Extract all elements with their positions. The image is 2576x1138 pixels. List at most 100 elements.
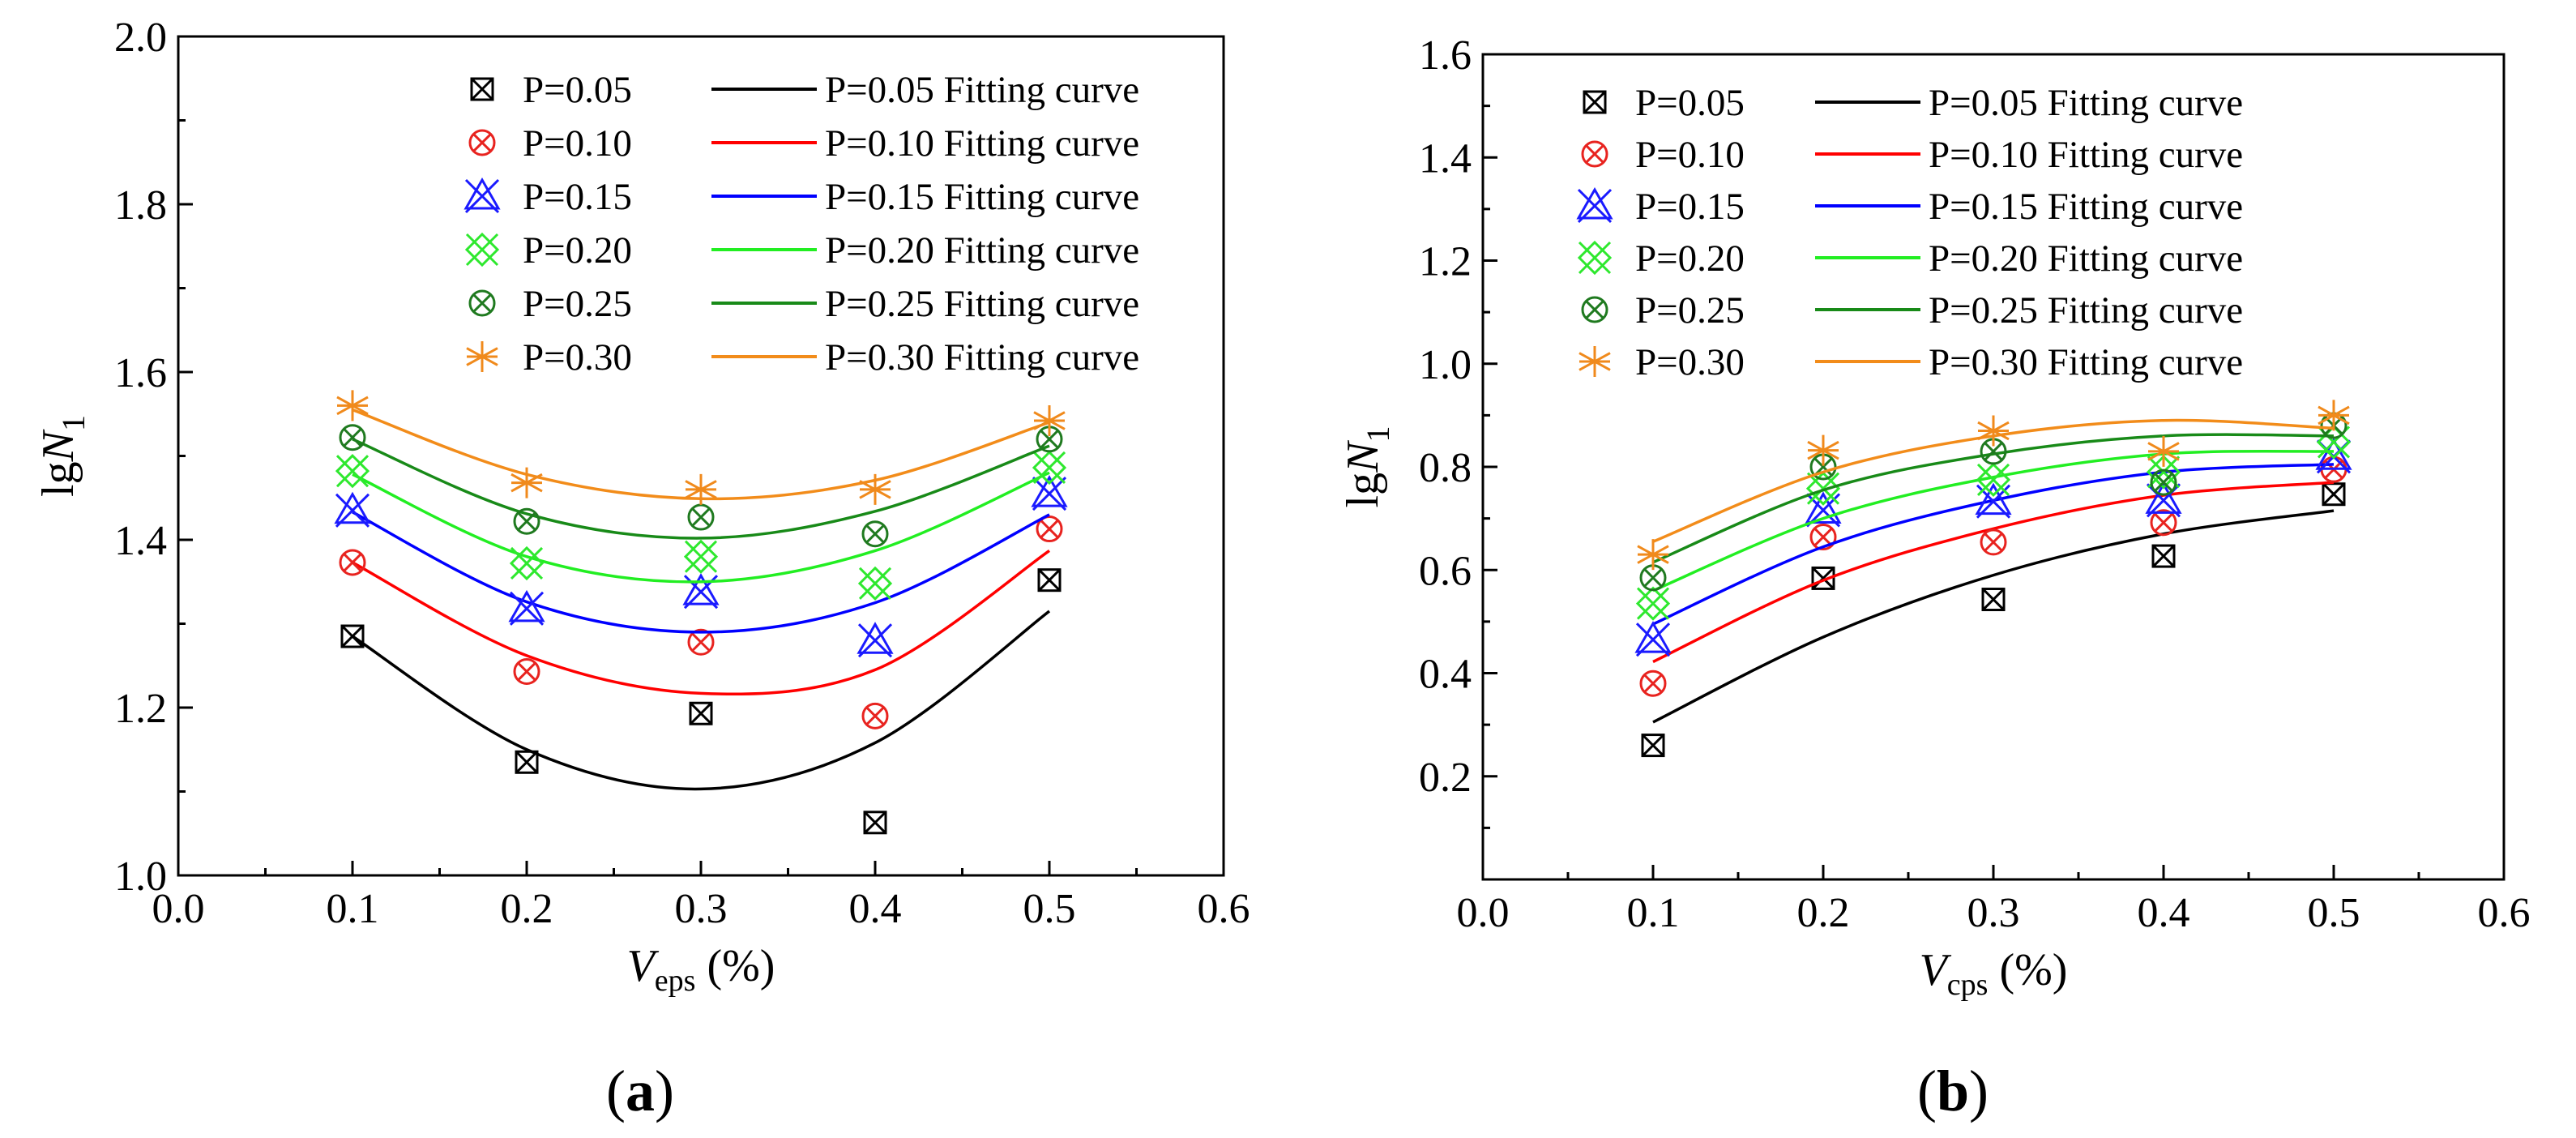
y-tick-label: 1.8 bbox=[114, 182, 167, 229]
data-point-P=0.25 bbox=[2150, 468, 2177, 496]
x-tick-label: 0.4 bbox=[849, 886, 902, 932]
legend-fit-label: P=0.25 Fitting curve bbox=[1929, 289, 2243, 332]
legend-fit-label: P=0.25 Fitting curve bbox=[825, 283, 1139, 325]
y-axis-title-sub: 1 bbox=[1360, 426, 1396, 443]
legend-marker-P=0.25 bbox=[468, 289, 496, 317]
legend-label: P=0.15 bbox=[523, 176, 632, 218]
series-P=0.15 bbox=[334, 475, 1068, 658]
legend-label: P=0.30 bbox=[1635, 341, 1745, 383]
legend-fit-label: P=0.10 Fitting curve bbox=[825, 122, 1139, 165]
data-point-P=0.15 bbox=[1031, 475, 1068, 511]
caption-close: ) bbox=[1969, 1059, 1989, 1123]
x-axis: 0.0 0.1 0.2 0.3 0.4 0.5 0.6 bbox=[152, 861, 1250, 932]
series-P=0.30 bbox=[336, 390, 1066, 505]
data-point-P=0.30 bbox=[1977, 415, 2010, 447]
x-axis-title: Vcps (%) bbox=[1920, 945, 2068, 1002]
y-axis-title-prefix: lg bbox=[1338, 473, 1388, 508]
legend-marker-P=0.20 bbox=[1577, 240, 1613, 276]
series-P=0.05 bbox=[1641, 482, 2346, 758]
legend-fit-label: P=0.30 Fitting curve bbox=[825, 336, 1139, 379]
data-point-P=0.20 bbox=[857, 566, 893, 601]
data-point-P=0.05 bbox=[340, 624, 365, 648]
legend-fit-label: P=0.15 Fitting curve bbox=[825, 176, 1139, 218]
data-point-P=0.10 bbox=[339, 549, 366, 576]
data-point-P=0.15 bbox=[334, 491, 371, 528]
legend: P=0.05 P=0.05 Fitting curve P=0.10 P=0.10 F… bbox=[1576, 82, 2243, 383]
data-point-P=0.30 bbox=[1637, 539, 1669, 571]
y-tick-label: 0.8 bbox=[1419, 445, 1472, 491]
x-axis: 0.0 0.1 0.2 0.3 0.4 0.5 0.6 bbox=[1457, 865, 2531, 936]
data-point-P=0.30 bbox=[2147, 435, 2180, 467]
data-point-P=0.30 bbox=[1807, 434, 1839, 466]
y-tick-label: 1.4 bbox=[1419, 135, 1472, 182]
data-point-P=0.10 bbox=[1809, 524, 1837, 551]
x-tick-label: 0.6 bbox=[1198, 886, 1250, 932]
legend-fit-label: P=0.05 Fitting curve bbox=[1929, 82, 2243, 124]
data-point-P=0.20 bbox=[509, 545, 545, 581]
data-point-P=0.10 bbox=[1036, 516, 1063, 543]
data-point-P=0.05 bbox=[1641, 734, 1665, 758]
data-point-P=0.20 bbox=[1976, 462, 2011, 498]
x-axis-title-var: V bbox=[627, 941, 660, 991]
legend-marker-P=0.15 bbox=[1576, 186, 1613, 224]
chart-panel-b: 0.0 0.1 0.2 0.3 0.4 0.5 0.6 0.2 0.4 0.6 0.8 1.0 1.2 1… bbox=[1288, 0, 2576, 1138]
data-point-P=0.30 bbox=[685, 473, 717, 505]
data-point-P=0.30 bbox=[511, 467, 543, 498]
y-tick-label: 1.6 bbox=[1419, 32, 1472, 79]
fit-curve-P=0.20 bbox=[1652, 449, 2335, 593]
legend-label: P=0.10 bbox=[1635, 134, 1745, 176]
data-point-P=0.05 bbox=[863, 811, 887, 835]
fit-curve-P=0.15 bbox=[352, 511, 1050, 634]
data-point-P=0.15 bbox=[508, 589, 545, 626]
legend-label: P=0.30 bbox=[523, 336, 632, 379]
legend-label: P=0.20 bbox=[1635, 237, 1745, 280]
legend-fit-label: P=0.15 Fitting curve bbox=[1929, 186, 2243, 228]
series-P=0.20 bbox=[1635, 425, 2352, 621]
legend-marker-P=0.10 bbox=[1581, 140, 1608, 168]
caption-close: ) bbox=[655, 1059, 674, 1123]
x-axis-title-unit: (%) bbox=[695, 941, 775, 991]
data-point-P=0.20 bbox=[335, 454, 370, 489]
data-point-P=0.30 bbox=[2318, 400, 2350, 431]
y-tick-label: 2.0 bbox=[114, 15, 167, 61]
caption-open: ( bbox=[606, 1059, 626, 1123]
legend-label: P=0.25 bbox=[523, 283, 632, 325]
fit-curve-P=0.20 bbox=[352, 471, 1050, 584]
data-point-P=0.30 bbox=[859, 473, 891, 505]
legend-label: P=0.05 bbox=[1635, 82, 1745, 124]
x-tick-label: 0.1 bbox=[327, 886, 379, 932]
legend-label: P=0.10 bbox=[523, 122, 632, 165]
legend-marker-P=0.25 bbox=[1581, 296, 1608, 323]
chart-b-svg: 0.0 0.1 0.2 0.3 0.4 0.5 0.6 0.2 0.4 0.6 0.8 1.0 1.2 1… bbox=[1338, 32, 2531, 1123]
y-tick-label: 1.4 bbox=[114, 518, 167, 564]
chart-panel-a: 0.0 0.1 0.2 0.3 0.4 0.5 0.6 1.0 1.2 1.4 1.6 1.8 2.0 V… bbox=[33, 15, 1250, 1123]
legend-marker-P=0.30 bbox=[1578, 346, 1611, 377]
y-axis-title: lgN1 bbox=[33, 415, 92, 497]
fit-curve-P=0.25 bbox=[352, 438, 1050, 540]
data-point-P=0.05 bbox=[2151, 544, 2176, 568]
legend-marker-P=0.05 bbox=[1583, 90, 1607, 114]
x-axis-title-sub: cps bbox=[1947, 968, 1989, 1002]
caption-open: ( bbox=[1917, 1059, 1937, 1123]
x-tick-label: 0.0 bbox=[152, 886, 205, 932]
legend-fit-label: P=0.05 Fitting curve bbox=[825, 69, 1139, 111]
data-point-P=0.20 bbox=[1032, 450, 1067, 486]
x-tick-label: 0.2 bbox=[501, 886, 553, 932]
y-axis-title-var: N bbox=[1338, 440, 1388, 473]
data-point-P=0.20 bbox=[1805, 471, 1841, 506]
data-point-P=0.25 bbox=[861, 520, 889, 548]
fit-curve-P=0.25 bbox=[1652, 433, 2335, 564]
data-point-P=0.15 bbox=[1634, 621, 1672, 657]
data-point-P=0.10 bbox=[1980, 528, 2007, 556]
x-tick-label: 0.2 bbox=[1797, 890, 1850, 936]
data-point-P=0.25 bbox=[513, 507, 540, 535]
y-tick-label: 1.2 bbox=[114, 686, 167, 732]
data-point-P=0.05 bbox=[2322, 482, 2346, 507]
data-point-P=0.10 bbox=[687, 628, 715, 656]
y-axis-title-sub: 1 bbox=[55, 415, 92, 431]
legend-fit-label: P=0.30 Fitting curve bbox=[1929, 341, 2243, 383]
y-tick-label: 0.2 bbox=[1419, 755, 1472, 801]
y-axis-title-prefix: lg bbox=[33, 461, 83, 497]
data-point-P=0.30 bbox=[1033, 405, 1066, 437]
x-tick-label: 0.3 bbox=[675, 886, 728, 932]
